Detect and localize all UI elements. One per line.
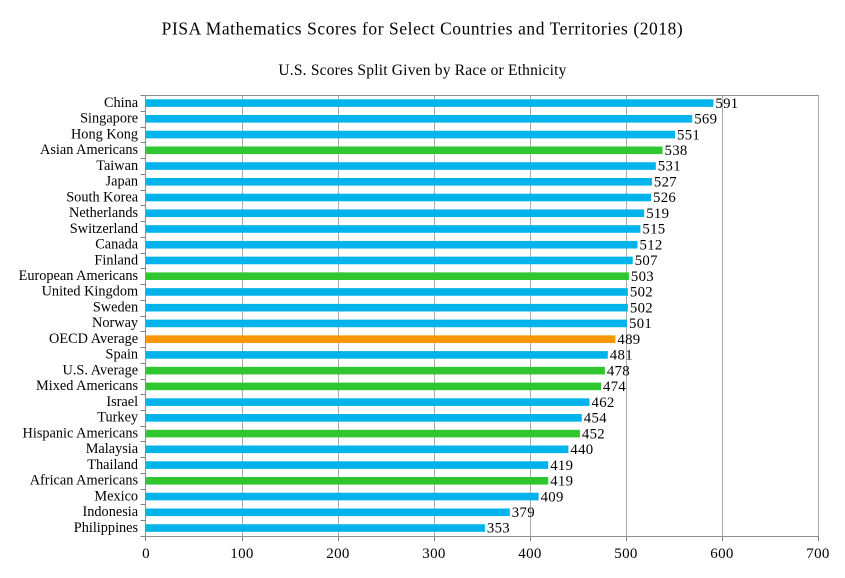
svg-text:Japan: Japan (106, 174, 139, 190)
svg-text:U.S. Scores Split Given by Rac: U.S. Scores Split Given by Race or Ethni… (278, 62, 566, 79)
svg-text:419: 419 (550, 474, 573, 490)
svg-text:Sweden: Sweden (93, 299, 138, 315)
svg-text:Taiwan: Taiwan (96, 158, 138, 174)
svg-text:481: 481 (610, 348, 633, 364)
svg-text:502: 502 (630, 300, 653, 316)
svg-text:Hispanic Americans: Hispanic Americans (23, 425, 139, 441)
svg-text:353: 353 (487, 521, 510, 537)
svg-text:489: 489 (617, 332, 640, 348)
svg-text:Malaysia: Malaysia (86, 441, 139, 457)
svg-text:591: 591 (715, 96, 738, 112)
svg-text:Thailand: Thailand (87, 457, 138, 473)
svg-text:379: 379 (512, 505, 535, 521)
svg-text:531: 531 (658, 159, 681, 175)
svg-text:526: 526 (653, 190, 676, 206)
svg-text:Mixed Americans: Mixed Americans (36, 378, 138, 394)
svg-text:Spain: Spain (106, 347, 139, 363)
svg-text:452: 452 (582, 426, 605, 442)
svg-text:462: 462 (592, 395, 615, 411)
svg-text:Turkey: Turkey (97, 410, 139, 426)
svg-text:600: 600 (710, 546, 733, 562)
svg-text:200: 200 (326, 546, 349, 562)
svg-text:China: China (104, 95, 139, 111)
svg-text:Canada: Canada (95, 237, 139, 253)
svg-text:Hong Kong: Hong Kong (71, 126, 138, 142)
svg-text:Indonesia: Indonesia (83, 504, 139, 520)
svg-text:Netherlands: Netherlands (69, 205, 139, 221)
svg-text:527: 527 (654, 174, 677, 190)
svg-text:502: 502 (630, 285, 653, 301)
svg-text:700: 700 (806, 546, 829, 562)
svg-text:400: 400 (518, 546, 541, 562)
svg-text:African Americans: African Americans (30, 473, 139, 489)
svg-text:South Korea: South Korea (66, 189, 139, 205)
svg-text:300: 300 (422, 546, 445, 562)
svg-text:538: 538 (665, 143, 688, 159)
svg-text:507: 507 (635, 253, 658, 269)
svg-text:0: 0 (142, 546, 150, 562)
svg-text:478: 478 (607, 363, 630, 379)
svg-text:PISA Mathematics Scores for Se: PISA Mathematics Scores for Select Count… (162, 19, 684, 39)
svg-text:Norway: Norway (92, 315, 139, 331)
svg-text:Finland: Finland (94, 252, 138, 268)
svg-text:Philippines: Philippines (74, 520, 139, 536)
svg-text:419: 419 (550, 458, 573, 474)
svg-text:409: 409 (541, 489, 564, 505)
svg-text:Asian Americans: Asian Americans (40, 142, 139, 158)
svg-text:100: 100 (230, 546, 253, 562)
svg-text:440: 440 (570, 442, 593, 458)
svg-text:474: 474 (603, 379, 626, 395)
svg-text:Singapore: Singapore (80, 111, 138, 127)
svg-text:OECD Average: OECD Average (49, 331, 138, 347)
svg-text:512: 512 (640, 237, 663, 253)
svg-text:551: 551 (677, 127, 700, 143)
svg-text:Switzerland: Switzerland (70, 221, 138, 237)
svg-text:501: 501 (629, 316, 652, 332)
svg-text:519: 519 (646, 206, 669, 222)
svg-text:515: 515 (642, 222, 665, 238)
svg-text:569: 569 (694, 112, 717, 128)
svg-text:European Americans: European Americans (19, 268, 139, 284)
svg-text:500: 500 (614, 546, 637, 562)
svg-text:503: 503 (631, 269, 654, 285)
svg-text:Israel: Israel (106, 394, 138, 410)
svg-text:454: 454 (584, 411, 607, 427)
svg-text:United Kingdom: United Kingdom (42, 284, 139, 300)
svg-text:Mexico: Mexico (94, 488, 138, 504)
svg-text:U.S. Average: U.S. Average (63, 362, 139, 378)
